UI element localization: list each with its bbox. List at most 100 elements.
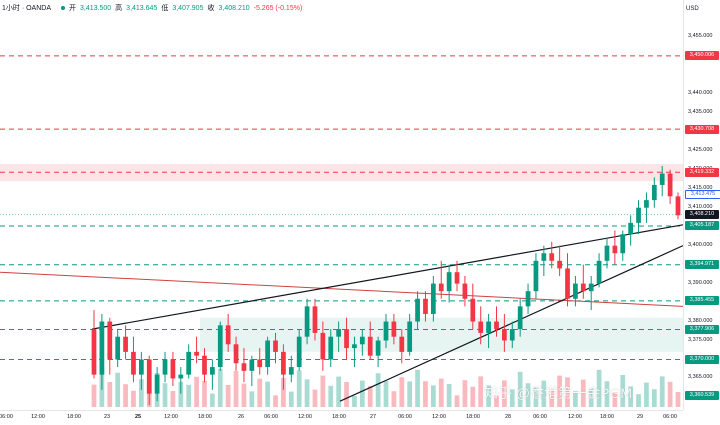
candle-body [383, 321, 389, 341]
candle-body [352, 344, 357, 349]
price-label-red: 3,430.708 [685, 124, 719, 134]
candle-body [533, 260, 539, 292]
close-value: 3,408.210 [218, 4, 250, 12]
low-value: 3,407.905 [172, 4, 204, 12]
time-tick: 27 [369, 414, 377, 420]
volume-bar [194, 376, 199, 407]
candle-body [375, 340, 381, 356]
price-axis[interactable]: 3,455.0003,440.0003,435.0003,425.0003,42… [683, 0, 720, 410]
candle-body [667, 173, 673, 197]
candle-body [288, 367, 294, 375]
volume-bar [573, 391, 578, 407]
volume-bar [565, 377, 570, 407]
volume-bar [470, 386, 476, 407]
volume-bar [557, 375, 562, 407]
candle-body [446, 272, 452, 292]
price-label-red: 3,450.006 [685, 51, 719, 61]
volume-bar [628, 386, 634, 407]
candle-body [367, 336, 373, 356]
volume-bar [249, 391, 255, 407]
volume-bar [178, 381, 184, 407]
volume-bar [667, 381, 673, 407]
volume-bar [162, 383, 168, 407]
volume-bar [225, 385, 231, 407]
candlestick-chart[interactable] [0, 0, 683, 410]
volume-bar [509, 389, 515, 407]
volume-bar [107, 382, 113, 407]
volume-bar [375, 373, 381, 407]
candle-body [588, 283, 594, 292]
market-open-icon [61, 6, 66, 10]
candle-body [391, 321, 397, 337]
volume-bar [533, 387, 539, 407]
candle-body [573, 283, 578, 299]
candle-body [170, 359, 176, 379]
volume-bar [233, 371, 239, 407]
candle-body [659, 173, 665, 185]
volume-bar [123, 384, 128, 407]
price-tick: 3,390.000 [688, 279, 713, 286]
candle-body [320, 332, 326, 360]
candle-body [99, 321, 105, 375]
time-tick: 18:00 [332, 414, 346, 420]
volume-bar [336, 376, 342, 407]
candle-body [636, 207, 641, 223]
price-label-green: 3,385.455 [685, 296, 719, 306]
candle-body [249, 359, 255, 371]
time-tick: 18:00 [600, 414, 614, 420]
volume-bar [296, 370, 302, 407]
time-tick: 06:00 [264, 414, 278, 420]
candle-body [186, 351, 192, 375]
candle-body [541, 253, 547, 261]
candle-body [257, 359, 263, 368]
candle-body [462, 283, 468, 299]
price-label-green: 3,377.906 [685, 324, 719, 334]
symbol-header: 1小时 · OANDA 开 3,413.500 高 3,413.645 低 3,… [0, 0, 302, 16]
volume-bar [407, 381, 413, 407]
candle-body [399, 336, 405, 352]
candle-body [612, 245, 618, 254]
time-tick: 06:00 [0, 414, 13, 420]
watermark: 知乎 @香港第一金PGM [484, 385, 632, 401]
time-tick: 18:00 [466, 414, 480, 420]
wedge-lower-line [339, 245, 683, 402]
volume-bar [612, 392, 618, 407]
candle-body [312, 306, 318, 333]
candle-body [217, 325, 223, 368]
volume-bar [604, 381, 610, 407]
close-label: 收 [207, 5, 215, 12]
chart-area[interactable]: 1小时 · OANDA 开 3,413.500 高 3,413.645 低 3,… [0, 0, 683, 410]
price-label-green: 3,370.000 [685, 354, 719, 364]
price-tick: 3,415.000 [688, 184, 713, 191]
volume-bar [502, 380, 507, 407]
resistance-zone [0, 164, 683, 182]
high-value: 3,413.645 [126, 4, 158, 12]
candle-body [241, 363, 247, 371]
time-tick: 23 [103, 414, 111, 420]
candle-body [138, 359, 144, 375]
time-axis[interactable]: 06:00 12:00 18:00 23 25 12:00 18:00 26 06:00 12:0… [0, 410, 683, 425]
volume-bar [288, 391, 294, 407]
time-tick: 12:00 [568, 414, 582, 420]
volume-bar [265, 381, 270, 407]
candle-body [415, 298, 420, 322]
symbol-label[interactable]: 1小时 · OANDA [2, 5, 52, 12]
volume-bar [478, 376, 484, 407]
volume-bar [415, 369, 420, 407]
volume-bar [91, 384, 97, 407]
candle-body [628, 222, 634, 235]
candle-body [430, 283, 436, 314]
volume-bar [115, 372, 121, 407]
time-tick: 06:00 [533, 414, 547, 420]
volume-bar [312, 389, 318, 407]
volume-bar [596, 369, 602, 407]
volume-bar [352, 395, 357, 407]
price-tick: 3,375.000 [688, 336, 713, 343]
candle-body [470, 298, 476, 322]
candle-body [178, 374, 184, 379]
volume-bar [281, 377, 286, 407]
price-tick: 3,365.000 [688, 374, 713, 381]
open-label: 开 [69, 5, 77, 12]
volume-bar [399, 377, 405, 407]
candle-body [162, 359, 168, 375]
